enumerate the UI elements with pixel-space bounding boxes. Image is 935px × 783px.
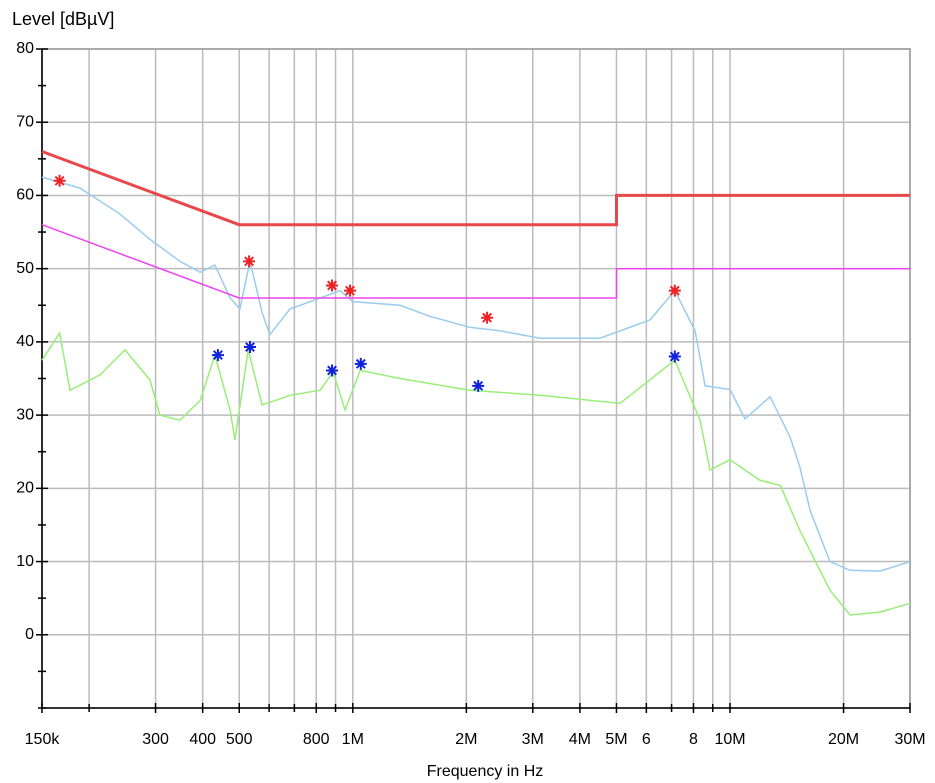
x-tick-label: 6 (642, 731, 651, 748)
trace-line (41, 331, 911, 616)
peak-marker (53, 174, 66, 187)
x-tick-label: 5M (605, 731, 627, 748)
x-tick-label: 8 (689, 731, 698, 748)
y-tick-label: 50 (16, 260, 34, 277)
peak-marker (244, 341, 257, 354)
y-tick-label: 60 (16, 187, 34, 204)
y-tick-label: 40 (16, 333, 34, 350)
peak-marker (668, 284, 681, 297)
peak-marker (243, 255, 256, 268)
peak-marker (481, 311, 494, 324)
trace-line (41, 223, 910, 299)
y-tick-label: 30 (16, 406, 34, 423)
x-tick-label: 150k (25, 731, 61, 748)
y-axis-label: Level [dBµV] (12, 9, 114, 29)
trace-line (41, 176, 911, 572)
x-tick-label: 2M (455, 731, 477, 748)
x-axis-label: Frequency in Hz (427, 763, 544, 780)
peak-marker (668, 350, 681, 363)
peak-marker (211, 349, 224, 362)
peak-marker (472, 379, 485, 392)
y-tick-label: 10 (16, 553, 34, 570)
x-tick-label: 300 (142, 731, 169, 748)
y-tick-label: 80 (16, 40, 34, 57)
y-tick-label: 0 (25, 626, 34, 643)
peak-marker (343, 284, 356, 297)
x-tick-label: 30M (894, 731, 925, 748)
x-tick-label: 10M (714, 731, 745, 748)
x-tick-label: 4M (569, 731, 591, 748)
trace-line (41, 150, 910, 227)
peak-marker (326, 279, 339, 292)
x-tick-label: 20M (828, 731, 859, 748)
peak-marker (326, 364, 339, 377)
y-tick-label: 20 (16, 480, 34, 497)
y-tick-label: 70 (16, 113, 34, 130)
plot-frame (41, 48, 911, 709)
x-tick-label: 500 (226, 731, 253, 748)
x-tick-label: 800 (303, 731, 330, 748)
peak-marker (354, 357, 367, 370)
x-tick-label: 3M (522, 731, 544, 748)
x-tick-label: 400 (189, 731, 216, 748)
x-tick-label: 1M (342, 731, 364, 748)
